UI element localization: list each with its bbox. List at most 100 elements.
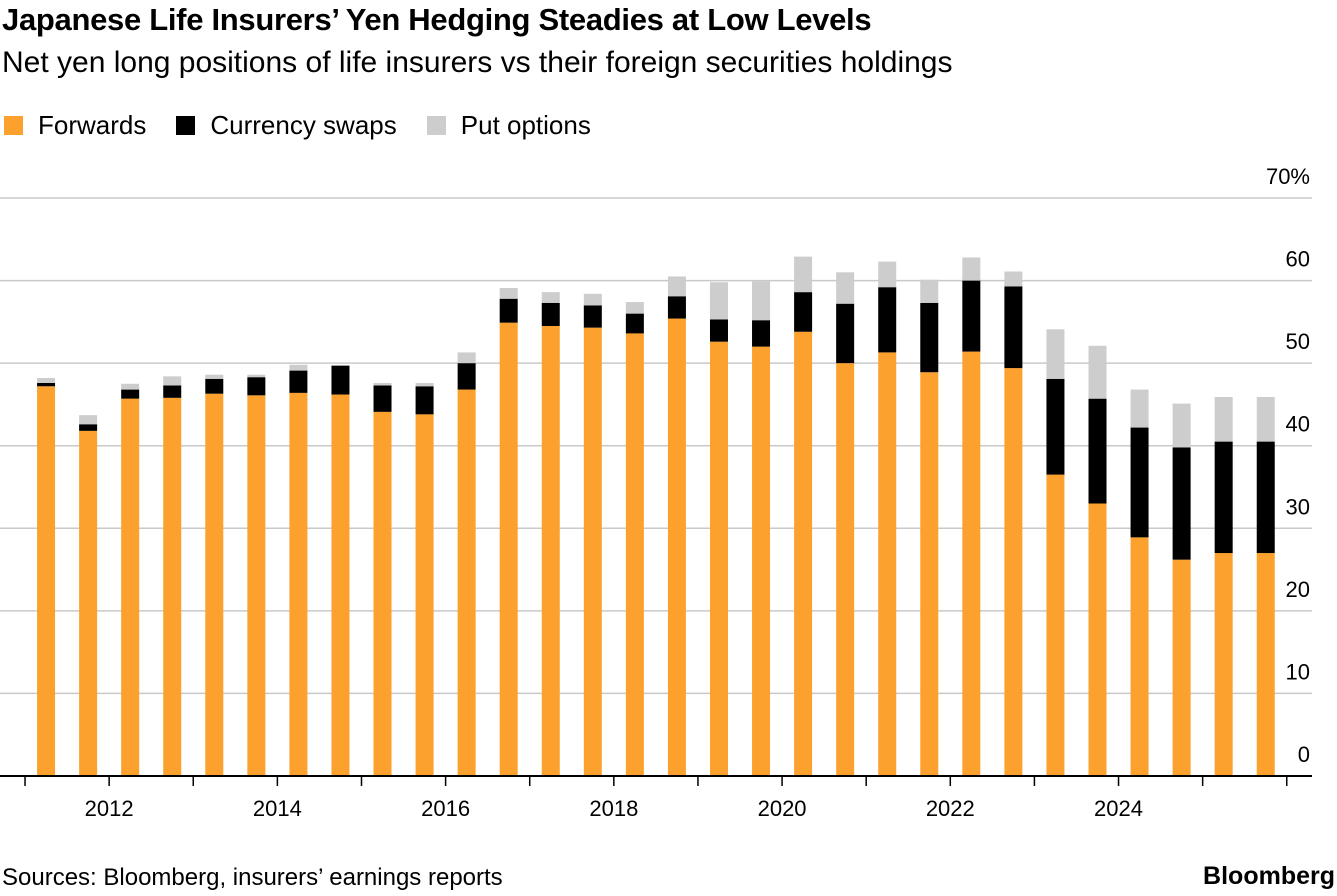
x-tick-label: 2020: [758, 796, 807, 821]
gridlines: [0, 197, 1312, 695]
bar-segment-forwards: [457, 389, 476, 776]
bar-segment-put-options: [1088, 345, 1107, 399]
bar-segment-put-options: [667, 276, 686, 297]
y-tick-label: 20: [1286, 577, 1310, 602]
bar-segment-currency-swaps: [836, 303, 855, 364]
bar-segment-currency-swaps: [163, 385, 182, 398]
bar-segment-put-options: [583, 293, 602, 306]
bar-segment-put-options: [1256, 396, 1275, 442]
bar-segment-forwards: [667, 318, 686, 776]
bar-segment-put-options: [836, 272, 855, 304]
chart-title: Japanese Life Insurers’ Yen Hedging Stea…: [2, 2, 872, 37]
bar-segment-put-options: [289, 364, 308, 371]
legend-swatch-forwards: [4, 116, 23, 135]
bar-segment-put-options: [794, 256, 813, 293]
bar-segment-forwards: [331, 394, 350, 776]
bar-segment-put-options: [709, 282, 728, 320]
bar-segment-put-options: [247, 374, 266, 378]
bar-segment-currency-swaps: [962, 280, 981, 352]
bar-segment-currency-swaps: [247, 377, 266, 396]
source-note: Sources: Bloomberg, insurers’ earnings r…: [2, 864, 503, 891]
bar-segment-put-options: [1214, 396, 1233, 442]
bar-segment-forwards: [415, 414, 434, 776]
bar-segment-forwards: [625, 333, 644, 776]
y-tick-label: 40: [1286, 412, 1310, 437]
bar-segment-put-options: [962, 257, 981, 281]
bar-segment-forwards: [1256, 553, 1275, 776]
bar-segment-forwards: [752, 346, 771, 776]
legend-swatch-currency-swaps: [176, 116, 196, 135]
bar-segment-forwards: [878, 352, 897, 776]
bar-segment-currency-swaps: [1130, 427, 1149, 538]
bar-segment-forwards: [79, 430, 98, 776]
bar-segment-forwards: [836, 363, 855, 776]
bar-segment-put-options: [499, 288, 518, 299]
bar-segment-currency-swaps: [1172, 447, 1191, 560]
bar-segment-put-options: [752, 281, 771, 321]
bar-segment-put-options: [415, 382, 434, 387]
bar-segment-put-options: [878, 261, 897, 288]
bar-segment-put-options: [920, 279, 939, 303]
bar-segment-put-options: [625, 302, 644, 314]
bar-segment-currency-swaps: [499, 298, 518, 323]
y-tick-label: 10: [1286, 659, 1310, 684]
bar-segment-currency-swaps: [121, 389, 140, 399]
bar-segment-forwards: [794, 331, 813, 776]
bar-segment-forwards: [289, 392, 308, 776]
x-axis: 2012 2014 2016 2018 2020 2022 2024: [0, 775, 1312, 821]
bar-segment-currency-swaps: [794, 292, 813, 332]
bar-segment-currency-swaps: [1004, 286, 1023, 369]
bar-segment-forwards: [1214, 553, 1233, 776]
bar-segment-currency-swaps: [920, 302, 939, 373]
bar-segment-forwards: [1172, 559, 1191, 776]
bar-segment-forwards: [541, 325, 560, 776]
bar-segment-currency-swaps: [457, 363, 476, 390]
bar-segment-currency-swaps: [752, 320, 771, 347]
bar-segment-put-options: [1046, 329, 1065, 379]
bar-segment-currency-swaps: [625, 313, 644, 334]
y-tick-label: 60: [1286, 247, 1310, 272]
bar-segment-currency-swaps: [331, 365, 350, 395]
bar-segment-currency-swaps: [415, 386, 434, 415]
legend: Forwards Currency swaps Put options: [4, 110, 621, 141]
legend-label-forwards: Forwards: [38, 110, 147, 140]
bar-segment-put-options: [1130, 389, 1149, 428]
bar-segment-forwards: [1004, 368, 1023, 776]
bars: [37, 256, 1275, 776]
x-tick-label: 2018: [589, 796, 638, 821]
x-tick-label: 2016: [421, 796, 470, 821]
bar-segment-put-options: [1004, 271, 1023, 287]
bar-segment-forwards: [373, 411, 392, 776]
legend-item-put-options: Put options: [426, 110, 591, 141]
bar-segment-forwards: [205, 393, 224, 776]
x-tick-label: 2024: [1094, 796, 1143, 821]
bar-segment-forwards: [163, 397, 182, 776]
bar-segment-put-options: [79, 415, 98, 425]
legend-item-currency-swaps: Currency swaps: [176, 110, 397, 141]
bar-segment-put-options: [163, 376, 182, 386]
bar-segment-currency-swaps: [709, 319, 728, 342]
bar-segment-currency-swaps: [1214, 441, 1233, 554]
legend-label-currency-swaps: Currency swaps: [210, 110, 397, 140]
bar-segment-forwards: [583, 327, 602, 776]
bar-segment-put-options: [121, 383, 140, 390]
bar-segment-put-options: [1172, 403, 1191, 448]
bar-segment-currency-swaps: [667, 296, 686, 319]
legend-swatch-put-options: [426, 116, 446, 135]
bar-segment-forwards: [1130, 537, 1149, 776]
bar-segment-currency-swaps: [583, 305, 602, 328]
bar-segment-currency-swaps: [541, 302, 560, 326]
chart-subtitle: Net yen long positions of life insurers …: [2, 46, 953, 79]
bar-segment-currency-swaps: [878, 287, 897, 353]
bar-segment-currency-swaps: [37, 382, 56, 387]
legend-label-put-options: Put options: [460, 110, 591, 140]
x-tick-label: 2022: [926, 796, 975, 821]
bar-segment-put-options: [541, 292, 560, 303]
bar-segment-currency-swaps: [289, 370, 308, 393]
y-tick-label: 50: [1286, 329, 1310, 354]
y-axis-labels: 0 10 20 30 40 50 60 70%: [1266, 164, 1310, 767]
bar-segment-put-options: [205, 374, 224, 379]
bar-segment-forwards: [920, 372, 939, 776]
bar-segment-currency-swaps: [1256, 441, 1275, 554]
